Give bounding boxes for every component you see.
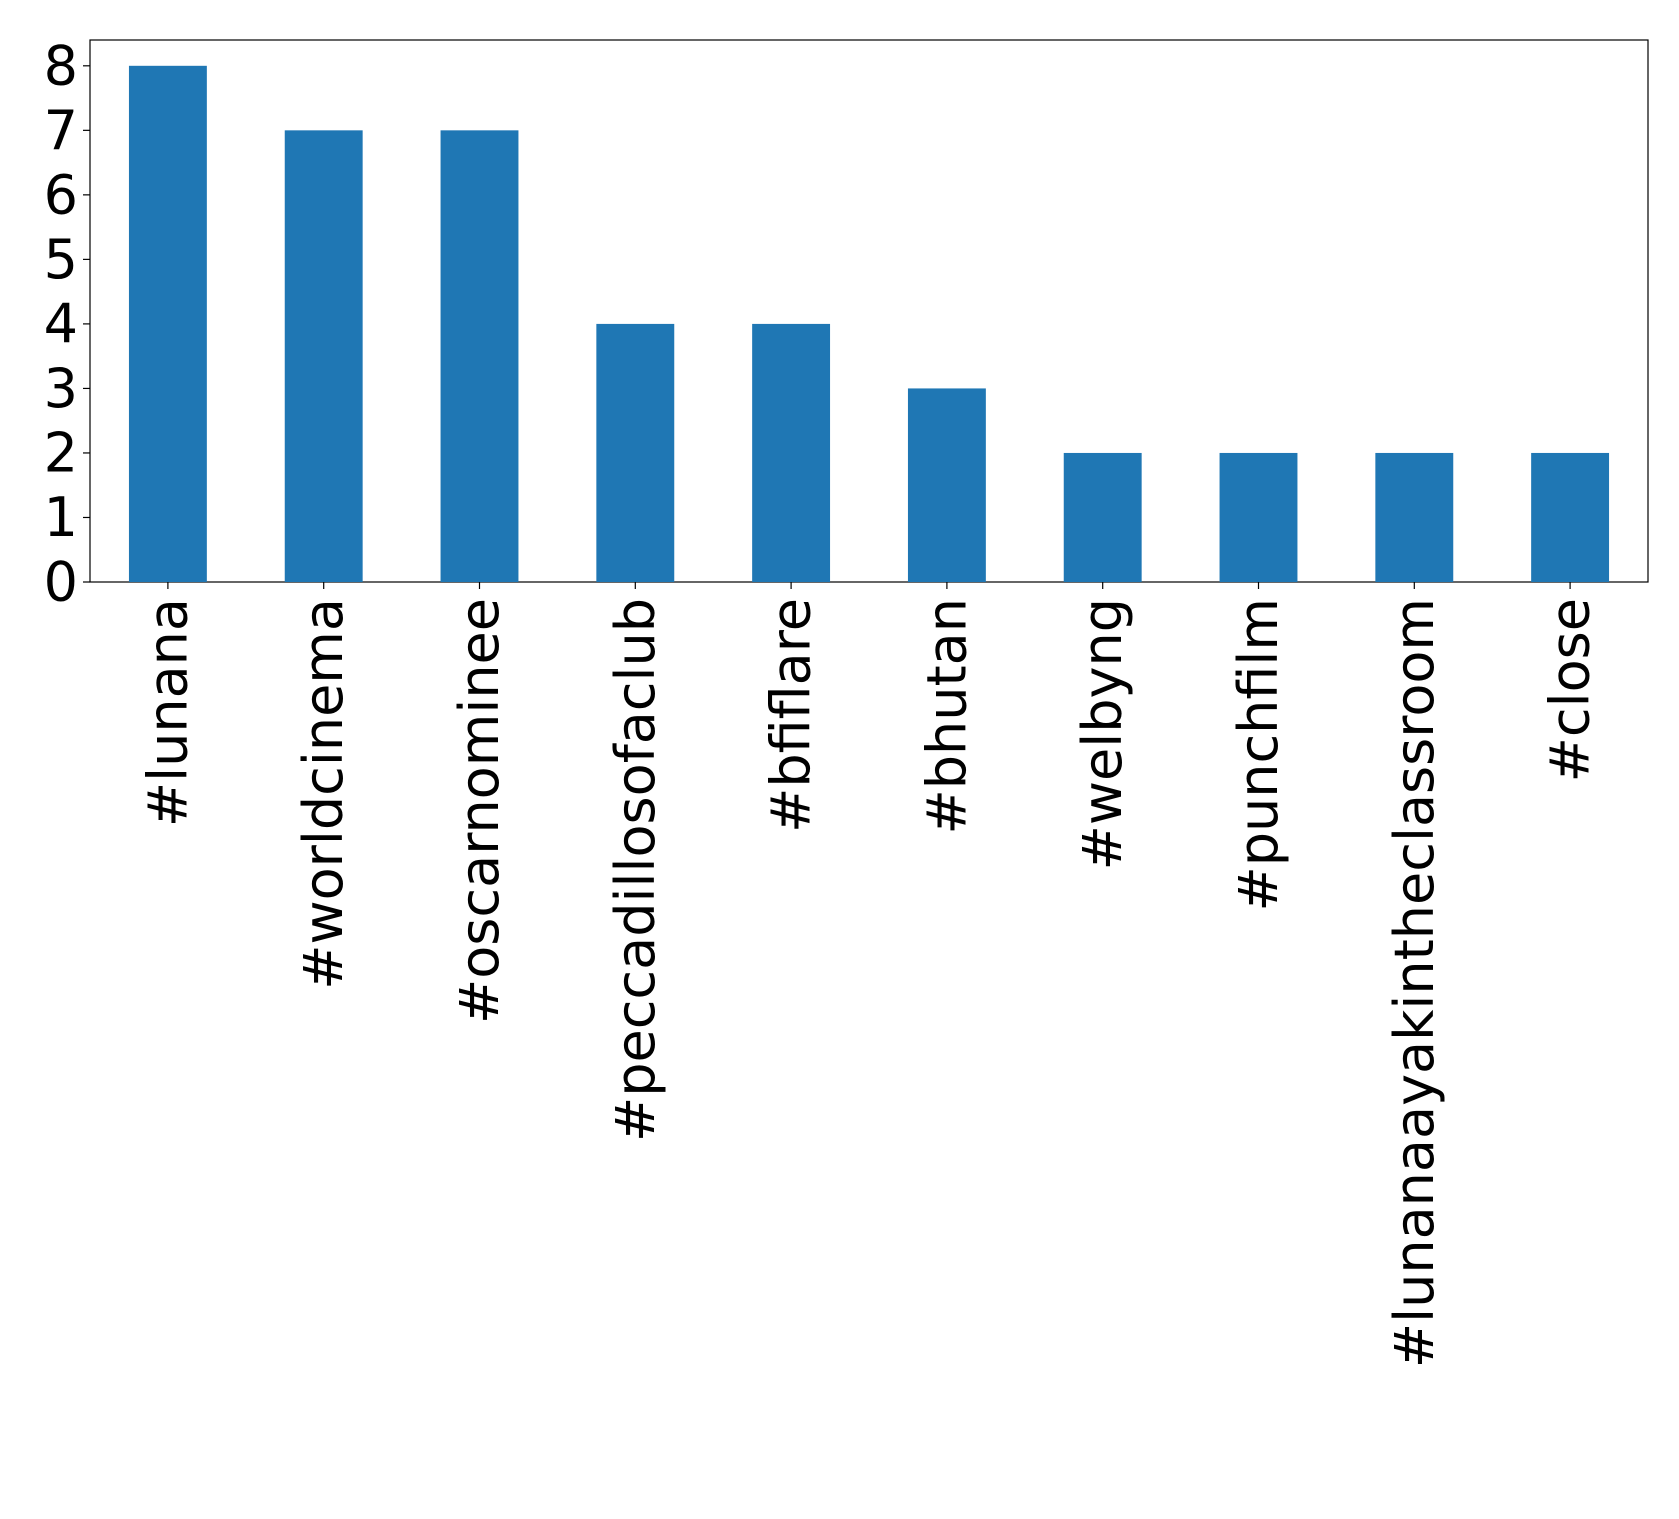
bar	[1375, 452, 1454, 582]
bar	[284, 130, 363, 583]
y-tick-label: 6	[44, 163, 78, 226]
bar	[440, 130, 519, 583]
bar	[1063, 452, 1142, 582]
y-tick-label: 3	[44, 357, 78, 420]
x-tick-label: #welbyng	[1071, 598, 1134, 870]
x-tick-label: #lunanaayakintheclassroom	[1383, 598, 1446, 1368]
y-tick-label: 8	[44, 34, 78, 97]
bar	[1219, 452, 1298, 582]
bar	[752, 323, 831, 582]
bar	[596, 323, 675, 582]
y-tick-label: 4	[44, 292, 78, 355]
y-tick-label: 7	[44, 99, 78, 162]
plot-frame	[89, 39, 1649, 583]
y-tick-label: 2	[44, 421, 78, 484]
y-tick-label: 0	[44, 551, 78, 614]
x-tick-label: #worldcinema	[292, 598, 355, 990]
x-tick-label: #lunana	[136, 598, 199, 827]
x-tick-label: #oscarnominee	[448, 598, 511, 1024]
x-tick-label: #punchfilm	[1227, 598, 1290, 912]
x-tick-label: #bhutan	[915, 598, 978, 834]
bar	[1531, 452, 1610, 582]
y-tick-label: 5	[44, 228, 78, 291]
bar	[907, 388, 986, 582]
bar	[128, 65, 207, 583]
x-tick-label: #peccadillosofaclub	[604, 598, 667, 1142]
x-tick-label: #close	[1539, 598, 1602, 782]
x-tick-label: #bfiflare	[760, 598, 823, 833]
y-tick-label: 1	[44, 486, 78, 549]
